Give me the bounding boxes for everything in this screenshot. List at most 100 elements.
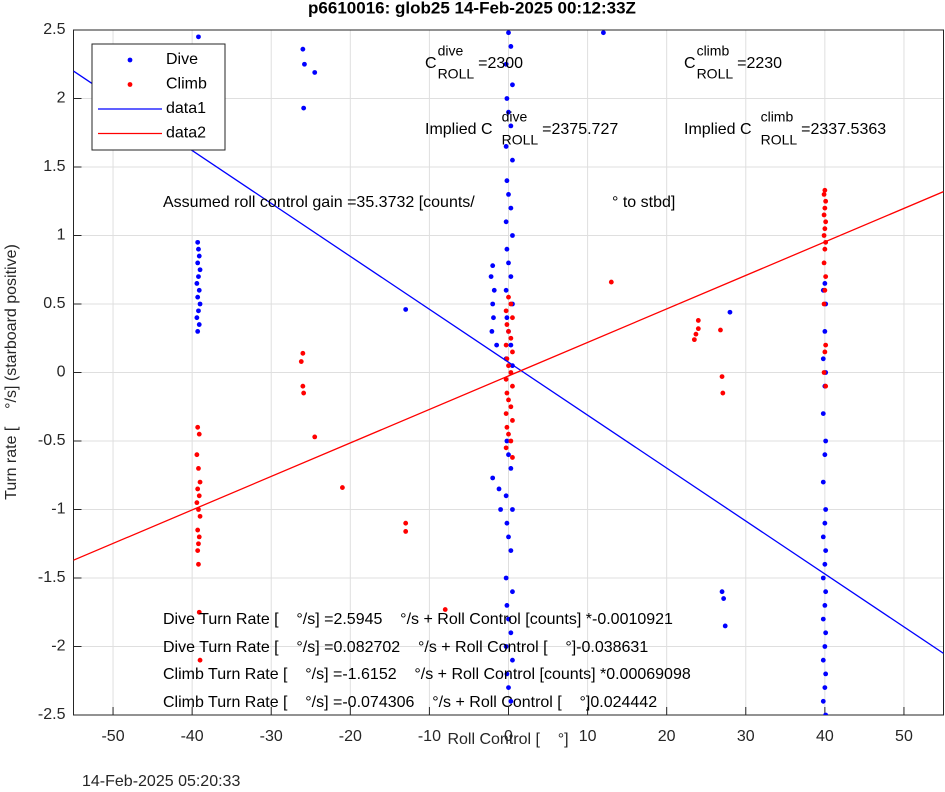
data-point (823, 438, 829, 444)
data-point (196, 246, 201, 252)
data-point (503, 575, 509, 581)
data-point (503, 342, 509, 348)
data-point (820, 616, 826, 622)
annotation-sup: dive (438, 43, 464, 59)
data-point (442, 607, 448, 612)
data-point (508, 698, 514, 704)
data-point (719, 374, 725, 380)
data-point (822, 187, 828, 193)
data-point (510, 82, 515, 88)
data-point (822, 561, 828, 567)
data-point (197, 479, 203, 485)
data-point (196, 541, 201, 547)
x-axis-label: Roll Control [ °] (447, 731, 568, 748)
annotation: Dive Turn Rate [ °/s] =2.5945 °/s + Roll… (163, 611, 673, 628)
data-point (822, 644, 828, 649)
x-tick-label: 10 (579, 728, 597, 745)
data-point (300, 350, 306, 356)
data-point (504, 671, 510, 677)
data-point (498, 507, 503, 512)
data-point (197, 657, 203, 663)
annotation: ° to stbd] (612, 194, 675, 211)
data-point (820, 657, 826, 663)
annotation-sub: ROLL (502, 132, 539, 148)
x-tick-label: -40 (181, 728, 204, 745)
data-point (727, 309, 733, 315)
data-point (510, 657, 515, 663)
annotation-sup: climb (761, 109, 794, 125)
data-point (196, 34, 201, 40)
data-point (503, 219, 509, 225)
data-point (196, 322, 202, 327)
data-point (601, 30, 606, 36)
annotation: C (684, 55, 696, 72)
annotation: Assumed roll control gain =35.3732 [coun… (163, 194, 475, 211)
data-point (510, 315, 515, 321)
annotation: Implied C (425, 121, 493, 138)
data-point (503, 308, 509, 314)
data-point (510, 589, 515, 595)
data-point (820, 698, 826, 704)
data-point (721, 596, 727, 601)
data-point (508, 44, 514, 49)
x-tick-label: 0 (504, 728, 513, 745)
data-point (506, 192, 511, 197)
data-point (312, 434, 318, 440)
legend-marker (127, 57, 133, 63)
data-point (195, 260, 201, 266)
data-point (506, 363, 511, 369)
data-point (196, 561, 201, 567)
data-point (194, 500, 200, 506)
data-point (506, 329, 511, 334)
data-point (510, 349, 515, 355)
data-point (510, 455, 515, 460)
data-point (823, 507, 829, 512)
data-point (196, 274, 201, 279)
data-point (822, 246, 828, 252)
data-point (496, 486, 502, 492)
data-point (718, 327, 723, 333)
legend-marker (127, 82, 133, 87)
x-tick-label: 20 (658, 728, 676, 745)
data-point (510, 383, 515, 389)
data-point (503, 411, 509, 416)
data-point (823, 630, 829, 636)
data-point (196, 493, 202, 499)
data-point (503, 644, 509, 649)
data-point (823, 383, 829, 389)
data-point (822, 520, 828, 526)
legend-box (91, 43, 226, 151)
x-tick-label: -30 (260, 728, 283, 745)
data-point (312, 70, 318, 75)
y-tick-label: 1.5 (43, 158, 65, 175)
data-point (506, 260, 511, 266)
annotation-sub: ROLL (697, 66, 734, 82)
data-point (822, 287, 828, 293)
y-tick-label: 0.5 (43, 295, 65, 312)
data-point (298, 359, 304, 364)
data-point (489, 329, 495, 334)
data-point (300, 46, 306, 52)
annotation-sup: dive (502, 109, 528, 125)
data-point (506, 616, 511, 622)
data-point (821, 192, 827, 197)
data-point (508, 404, 514, 410)
plot-layer (73, 30, 944, 715)
data-point (302, 61, 307, 67)
data-point (821, 301, 827, 307)
y-tick-label: 2 (57, 90, 66, 107)
annotation: Climb Turn Rate [ °/s] =-1.6152 °/s + Ro… (163, 666, 691, 683)
data-point (196, 534, 202, 540)
data-point (490, 475, 496, 481)
data-point (695, 318, 701, 323)
data-point (494, 342, 500, 348)
data-point (503, 144, 509, 149)
plot-frame (73, 29, 944, 716)
data-point (695, 326, 701, 332)
data-point (196, 287, 202, 293)
data-point (508, 438, 514, 444)
data-point (196, 466, 201, 471)
data-point (503, 445, 509, 451)
y-tick-label: -1 (51, 501, 65, 518)
